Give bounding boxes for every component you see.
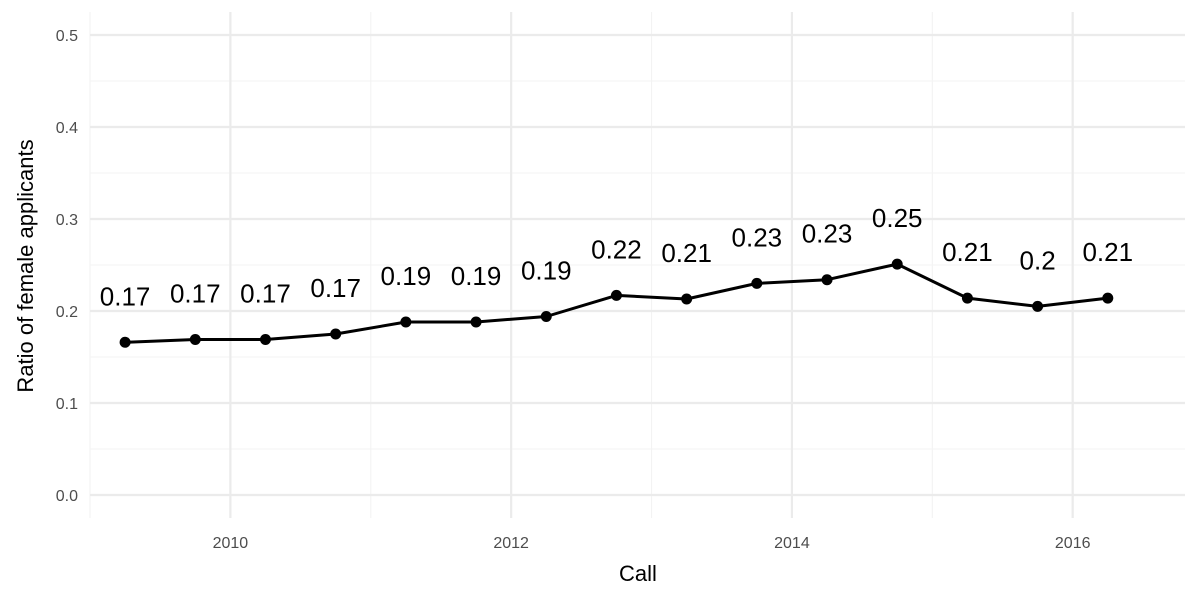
y-tick-label: 0.0	[56, 488, 78, 505]
data-point	[1102, 292, 1114, 304]
data-label: 0.21	[942, 237, 993, 267]
data-point	[681, 293, 693, 305]
data-point	[470, 316, 482, 328]
data-label: 0.17	[170, 279, 221, 309]
y-tick-label: 0.5	[56, 28, 78, 45]
x-axis-title: Call	[619, 561, 657, 586]
data-point	[189, 334, 201, 346]
data-point	[1032, 300, 1044, 312]
data-label: 0.22	[591, 234, 642, 264]
data-label: 0.17	[310, 273, 361, 303]
axis-ticks: 0.0 0.1 0.2 0.3 0.4 0.5 2010 2012 2014 2016	[56, 28, 1091, 552]
data-label: 0.2	[1020, 245, 1056, 275]
x-tick-label: 2016	[1055, 535, 1091, 552]
data-label: 0.25	[872, 203, 923, 233]
data-point	[961, 292, 973, 304]
data-point	[119, 336, 131, 348]
y-tick-label: 0.1	[56, 396, 78, 413]
data-point	[330, 328, 342, 340]
x-tick-label: 2012	[493, 535, 529, 552]
data-point	[891, 258, 903, 270]
y-tick-label: 0.4	[56, 120, 78, 137]
data-label: 0.19	[381, 261, 432, 291]
data-point	[821, 274, 833, 286]
data-label: 0.19	[451, 261, 502, 291]
series: 0.17 0.17 0.17 0.17 0.19 0.19 0.19 0.22 0.21 0.23…	[100, 203, 1133, 348]
data-label: 0.19	[521, 256, 572, 286]
x-tick-label: 2014	[774, 535, 810, 552]
y-tick-label: 0.3	[56, 212, 78, 229]
data-label: 0.21	[661, 238, 712, 268]
data-point	[751, 277, 763, 289]
data-point	[610, 289, 622, 301]
y-tick-label: 0.2	[56, 304, 78, 321]
y-axis-title: Ratio of female applicants	[13, 139, 38, 392]
data-point	[540, 311, 552, 323]
data-point	[400, 316, 412, 328]
data-label: 0.23	[802, 219, 853, 249]
data-label: 0.17	[240, 279, 291, 309]
data-label: 0.21	[1082, 237, 1133, 267]
data-label: 0.17	[100, 281, 151, 311]
x-tick-label: 2010	[213, 535, 249, 552]
grid	[89, 12, 1185, 518]
data-point	[259, 334, 271, 346]
data-label: 0.23	[732, 222, 783, 252]
